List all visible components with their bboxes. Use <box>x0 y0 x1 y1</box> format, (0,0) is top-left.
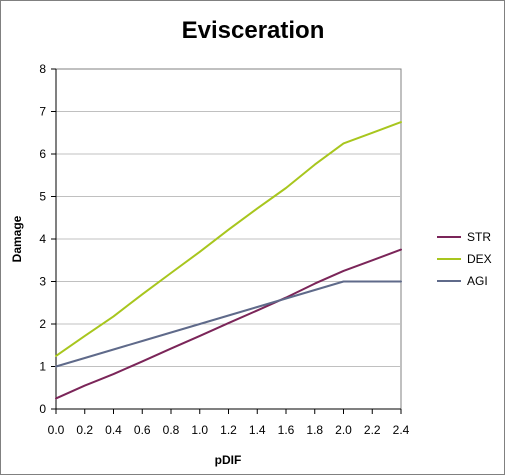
y-tick-label: 3 <box>39 275 46 289</box>
legend-label-str: STR <box>467 230 491 244</box>
y-axis-label: Damage <box>10 215 24 262</box>
x-tick-label: 1.6 <box>278 423 295 437</box>
y-tick-label: 7 <box>39 105 46 119</box>
y-tick-label: 1 <box>39 360 46 374</box>
y-tick-label: 8 <box>39 62 46 76</box>
y-tick-label: 0 <box>39 402 46 416</box>
x-axis-label: pDIF <box>215 453 242 467</box>
x-tick-label: 1.8 <box>306 423 323 437</box>
gridlines <box>56 111 401 367</box>
x-tick-label: 1.0 <box>191 423 208 437</box>
series-line-str <box>55 248 402 400</box>
series-lines <box>55 121 402 400</box>
x-tick-label: 0.2 <box>76 423 93 437</box>
x-tick-label: 0.0 <box>48 423 65 437</box>
x-tick-label: 1.2 <box>220 423 237 437</box>
x-axis-ticks: 0.0 0.2 0.4 0.6 0.8 1.0 1.2 1.4 1.6 1.8 2.0 2.2 2.4 <box>48 409 410 437</box>
x-tick-label: 0.6 <box>134 423 151 437</box>
y-tick-label: 6 <box>39 147 46 161</box>
legend: STR DEX AGI <box>437 230 492 288</box>
chart-title: Evisceration <box>182 17 325 44</box>
y-tick-label: 4 <box>39 232 46 246</box>
x-tick-label: 2.0 <box>335 423 352 437</box>
x-tick-label: 0.4 <box>105 423 122 437</box>
legend-label-dex: DEX <box>467 252 492 266</box>
legend-label-agi: AGI <box>467 274 488 288</box>
x-tick-label: 2.4 <box>393 423 410 437</box>
x-tick-label: 0.8 <box>163 423 180 437</box>
y-axis-ticks: 0 1 2 3 4 5 6 7 8 <box>39 62 56 416</box>
series-line-dex <box>55 121 402 357</box>
series-line-agi <box>55 280 402 368</box>
y-tick-label: 2 <box>39 317 46 331</box>
x-tick-label: 1.4 <box>249 423 266 437</box>
x-tick-label: 2.2 <box>364 423 381 437</box>
y-tick-label: 5 <box>39 190 46 204</box>
